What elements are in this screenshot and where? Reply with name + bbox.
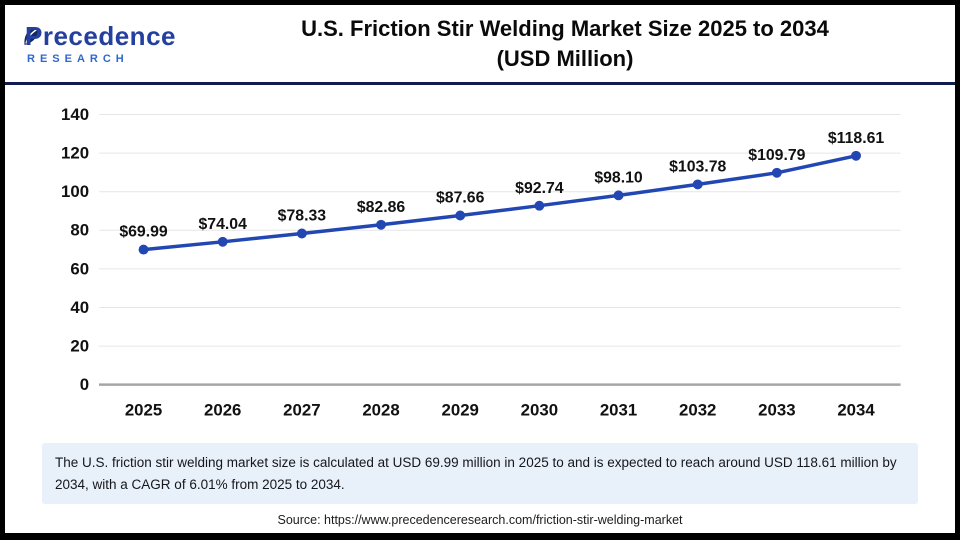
data-point-label: $78.33 xyxy=(278,208,327,225)
precedence-logo: Precedence RESEARCH xyxy=(5,23,183,65)
data-point xyxy=(534,200,545,211)
page-title-line1: U.S. Friction Stir Welding Market Size 2… xyxy=(301,15,829,41)
x-tick-label: 2034 xyxy=(837,400,875,419)
y-tick-label: 100 xyxy=(61,182,89,201)
summary-text: The U.S. friction stir welding market si… xyxy=(55,455,897,492)
source-text: Source: https://www.precedenceresearch.c… xyxy=(277,513,683,528)
logo-text: Precedence xyxy=(25,20,176,51)
data-point xyxy=(296,228,307,239)
data-point-label: $74.04 xyxy=(198,216,247,233)
y-tick-label: 60 xyxy=(70,259,89,278)
x-tick-label: 2033 xyxy=(758,400,795,419)
data-point xyxy=(771,167,782,178)
y-tick-label: 0 xyxy=(80,375,89,394)
y-tick-label: 120 xyxy=(61,144,89,163)
y-tick-label: 140 xyxy=(61,105,89,124)
y-tick-label: 20 xyxy=(70,337,89,356)
x-tick-label: 2025 xyxy=(125,400,162,419)
data-point-label: $98.10 xyxy=(594,169,643,186)
x-tick-label: 2031 xyxy=(600,400,637,419)
data-point-label: $69.99 xyxy=(119,224,168,241)
logo-subtext: RESEARCH xyxy=(27,52,129,65)
header-divider xyxy=(5,82,955,85)
data-point xyxy=(138,244,149,255)
data-point-label: $118.61 xyxy=(828,130,885,147)
market-line-chart: 0 20 40 60 80 100 120 140 2025 2026 2027 2028 2029 20… xyxy=(61,105,901,419)
data-point xyxy=(376,219,386,230)
page-title-line2: (USD Million) xyxy=(496,45,634,71)
data-point xyxy=(455,210,466,221)
x-tick-label: 2032 xyxy=(679,400,716,419)
data-point-label: $92.74 xyxy=(515,180,564,197)
data-point xyxy=(851,150,861,161)
x-tick-label: 2029 xyxy=(442,400,479,419)
data-point xyxy=(217,236,228,247)
y-tick-label: 40 xyxy=(70,298,89,317)
logo-leaf-icon xyxy=(24,27,39,45)
data-point xyxy=(613,190,624,201)
x-tick-label: 2027 xyxy=(283,400,320,419)
x-tick-label: 2026 xyxy=(204,400,241,419)
data-point xyxy=(692,179,703,190)
data-point-label: $103.78 xyxy=(669,159,726,176)
data-point-label: $87.66 xyxy=(436,190,485,207)
x-tick-label: 2030 xyxy=(521,400,558,419)
x-tick-label: 2028 xyxy=(362,400,399,419)
y-tick-label: 80 xyxy=(70,221,89,240)
data-point-label: $82.86 xyxy=(357,199,406,216)
title-wrap: U.S. Friction Stir Welding Market Size 2… xyxy=(183,14,955,73)
summary-callout: The U.S. friction stir welding market si… xyxy=(42,443,918,505)
data-point-label: $109.79 xyxy=(748,147,805,164)
series-line xyxy=(141,154,858,252)
header: Precedence RESEARCH U.S. Friction Stir W… xyxy=(5,5,955,82)
